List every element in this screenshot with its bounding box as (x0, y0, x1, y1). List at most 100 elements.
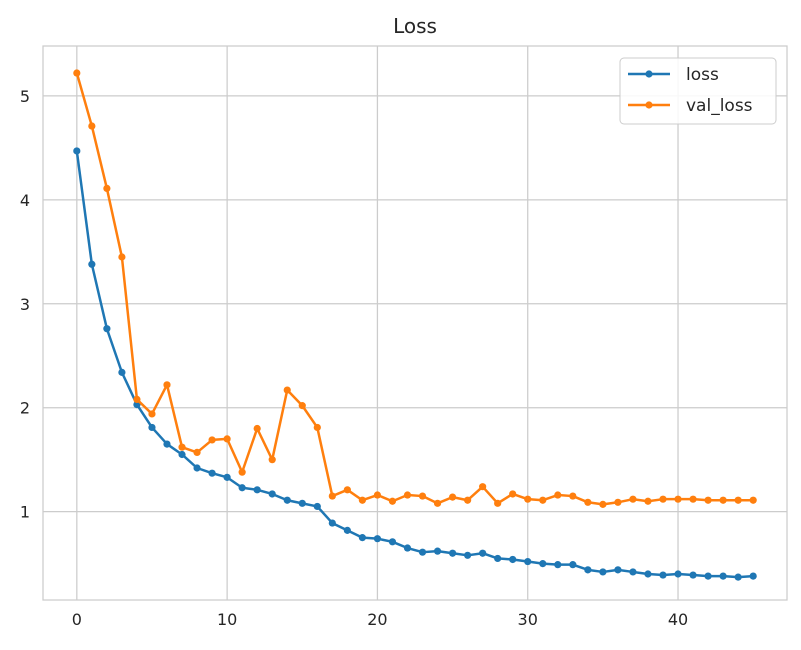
data-point (343, 526, 351, 534)
data-point (118, 253, 126, 261)
data-point (704, 572, 712, 580)
y-tick-label: 5 (20, 87, 30, 106)
data-point (193, 448, 201, 457)
data-point (674, 495, 682, 503)
y-axis-ticks: 1 2 3 4 5 (20, 87, 30, 522)
data-point (524, 495, 532, 503)
data-point (238, 468, 246, 476)
data-point (343, 486, 351, 494)
data-point (328, 519, 336, 527)
data-point (418, 548, 427, 556)
series-val-loss (73, 69, 757, 508)
data-point (223, 473, 231, 481)
data-point (509, 555, 517, 564)
data-point (554, 561, 562, 569)
data-point (524, 557, 532, 566)
legend-swatch-marker (645, 70, 653, 78)
data-point (223, 435, 231, 443)
legend-item: loss (628, 65, 719, 85)
data-point (749, 496, 757, 504)
data-point (464, 496, 472, 504)
data-point (268, 490, 276, 498)
data-point (584, 498, 592, 506)
data-point (569, 492, 577, 500)
data-point (659, 495, 667, 503)
data-point (298, 402, 306, 410)
data-point (373, 535, 382, 543)
data-point (358, 534, 366, 542)
data-point (704, 496, 712, 504)
data-point (148, 423, 156, 432)
series-group (73, 69, 757, 581)
data-point (283, 386, 291, 394)
y-tick-label: 4 (20, 191, 30, 210)
data-point (193, 464, 201, 472)
data-point (749, 572, 757, 580)
data-point (659, 571, 667, 579)
data-point (719, 496, 727, 504)
data-point (629, 568, 637, 576)
x-tick-label: 10 (217, 610, 237, 629)
data-point (629, 495, 637, 503)
y-tick-label: 2 (20, 399, 30, 418)
data-point (734, 573, 742, 581)
data-point (433, 499, 442, 507)
data-point (88, 122, 96, 130)
data-point (479, 549, 487, 557)
data-point (388, 497, 397, 505)
plot-area (43, 46, 787, 600)
plot-frame (42, 45, 788, 601)
data-point (178, 443, 186, 451)
data-point (208, 469, 216, 477)
data-point (208, 436, 216, 444)
data-point (103, 184, 111, 192)
data-point (388, 538, 397, 546)
legend: loss val_loss (619, 57, 777, 125)
x-tick-label: 30 (518, 610, 538, 629)
data-point (418, 492, 427, 500)
data-point (328, 492, 336, 500)
data-point (494, 554, 502, 563)
data-point (148, 410, 156, 418)
data-point (103, 325, 111, 333)
data-point (73, 69, 81, 77)
data-point (163, 381, 171, 389)
legend-label: loss (686, 65, 719, 85)
data-point (313, 502, 321, 511)
data-point (253, 486, 261, 494)
data-point (88, 260, 96, 268)
data-point (253, 424, 261, 433)
legend-item: val_loss (628, 96, 753, 116)
x-tick-label: 20 (367, 610, 387, 629)
data-point (719, 572, 727, 580)
data-point (599, 500, 607, 508)
data-point (238, 484, 246, 492)
data-point (448, 549, 457, 557)
data-point (614, 498, 622, 506)
data-point (358, 496, 366, 504)
data-point (734, 496, 742, 504)
chart-title: Loss (393, 14, 437, 38)
data-point (163, 440, 171, 448)
series-line (75, 150, 754, 579)
y-tick-label: 3 (20, 295, 30, 314)
data-point (448, 493, 457, 501)
y-tick-label: 1 (20, 503, 30, 522)
data-point (569, 561, 577, 569)
data-point (133, 395, 141, 403)
legend-label: val_loss (686, 96, 753, 116)
data-point (118, 368, 126, 376)
data-point (403, 544, 412, 552)
data-point (298, 499, 306, 507)
data-point (73, 147, 81, 155)
data-point (539, 560, 547, 568)
data-point (373, 491, 382, 499)
data-point (268, 456, 276, 464)
data-point (403, 491, 412, 499)
data-point (539, 496, 547, 504)
data-point (584, 566, 592, 574)
x-tick-label: 40 (668, 610, 688, 629)
x-tick-label: 0 (72, 610, 82, 629)
legend-swatch-marker (645, 101, 653, 109)
data-point (494, 499, 502, 507)
